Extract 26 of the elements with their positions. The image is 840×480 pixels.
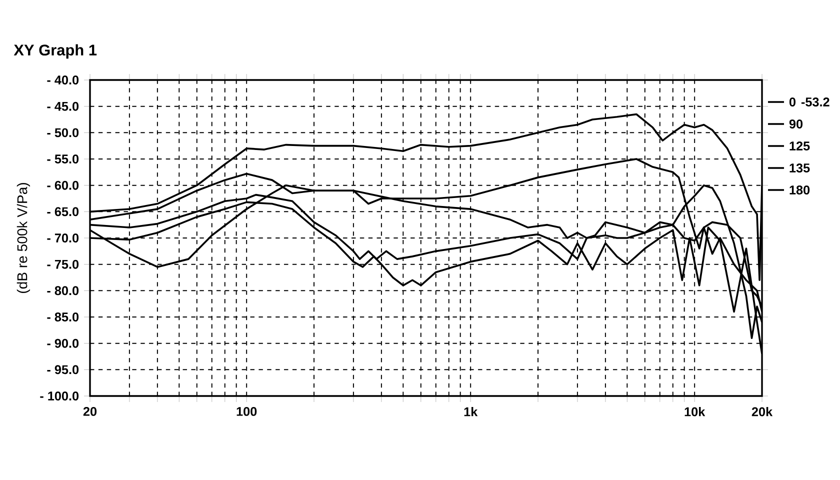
legend-label: 90 xyxy=(789,120,803,128)
x-tick-label: 20 xyxy=(83,406,97,416)
x-tick-label: 20k xyxy=(752,406,773,416)
y-tick-label: - 85.0 xyxy=(47,312,79,322)
y-tick-label: - 80.0 xyxy=(47,286,79,296)
y-tick-label: - 75.0 xyxy=(47,260,79,269)
legend-label: 125 xyxy=(790,142,810,150)
legend-label: 180 xyxy=(790,186,810,194)
x-tick-label: 100 xyxy=(236,406,257,416)
legend-label: 0 xyxy=(789,98,796,106)
y-tick-label: - 70.0 xyxy=(47,234,79,242)
y-tick-label: - 95.0 xyxy=(47,365,79,374)
y-tick-label: - 60.0 xyxy=(47,180,79,190)
y-tick-label: - 100.0 xyxy=(40,392,79,400)
y-tick-label: - 40.0 xyxy=(47,76,79,84)
y-tick-label: - 65.0 xyxy=(47,207,79,216)
y-tick-label: - 55.0 xyxy=(47,154,79,164)
y-axis-title: (dB re 500k V/Pa) xyxy=(16,183,30,293)
legend-label: 135 xyxy=(790,164,810,172)
text: -53.2 xyxy=(801,98,830,106)
chart-title: XY Graph 1 xyxy=(14,44,97,59)
y-tick-label: - 90.0 xyxy=(47,338,79,348)
y-tick-label: - 50.0 xyxy=(47,128,79,138)
x-tick-label: 10k xyxy=(684,406,706,416)
y-tick-label: - 45.0 xyxy=(47,102,79,111)
x-tick-label: 1k xyxy=(464,406,478,416)
